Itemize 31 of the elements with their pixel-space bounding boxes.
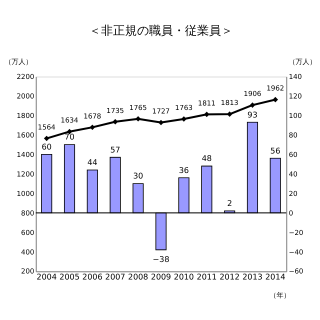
point <box>112 119 118 124</box>
data-label: 2 <box>227 198 232 208</box>
x-tick-label: 2012 <box>220 272 240 282</box>
chart-title: ＜非正規の職員・従業員＞ <box>88 24 233 38</box>
x-tick-label: 2005 <box>59 272 80 282</box>
data-label: 57 <box>110 145 120 154</box>
point <box>135 116 141 122</box>
x-tick-label: 2008 <box>128 272 148 282</box>
data-label: 44 <box>87 158 98 167</box>
data-label: 56 <box>270 146 280 156</box>
x-tick-label: 2004 <box>36 272 57 282</box>
data-label: 60 <box>42 142 52 152</box>
point <box>204 112 210 118</box>
x-tick-label: 2010 <box>174 272 194 282</box>
x-tick-label: 2013 <box>242 272 263 282</box>
data-label: 48 <box>202 154 212 164</box>
x-tick-label: 2014 <box>265 272 286 282</box>
point <box>272 96 278 102</box>
x-tick-label: 2007 <box>105 272 126 282</box>
x-tick-label: 2009 <box>150 272 172 282</box>
data-label: 30 <box>133 172 144 181</box>
x-tick-label: 2011 <box>196 272 217 282</box>
point <box>90 124 96 130</box>
data-label: 93 <box>247 110 258 120</box>
data-label: −38 <box>152 254 170 264</box>
point <box>44 136 50 142</box>
point <box>250 102 256 108</box>
data-label: 36 <box>178 166 189 175</box>
x-tick-label: 2006 <box>82 272 102 282</box>
point <box>158 120 164 126</box>
data-label: 70 <box>64 132 75 142</box>
